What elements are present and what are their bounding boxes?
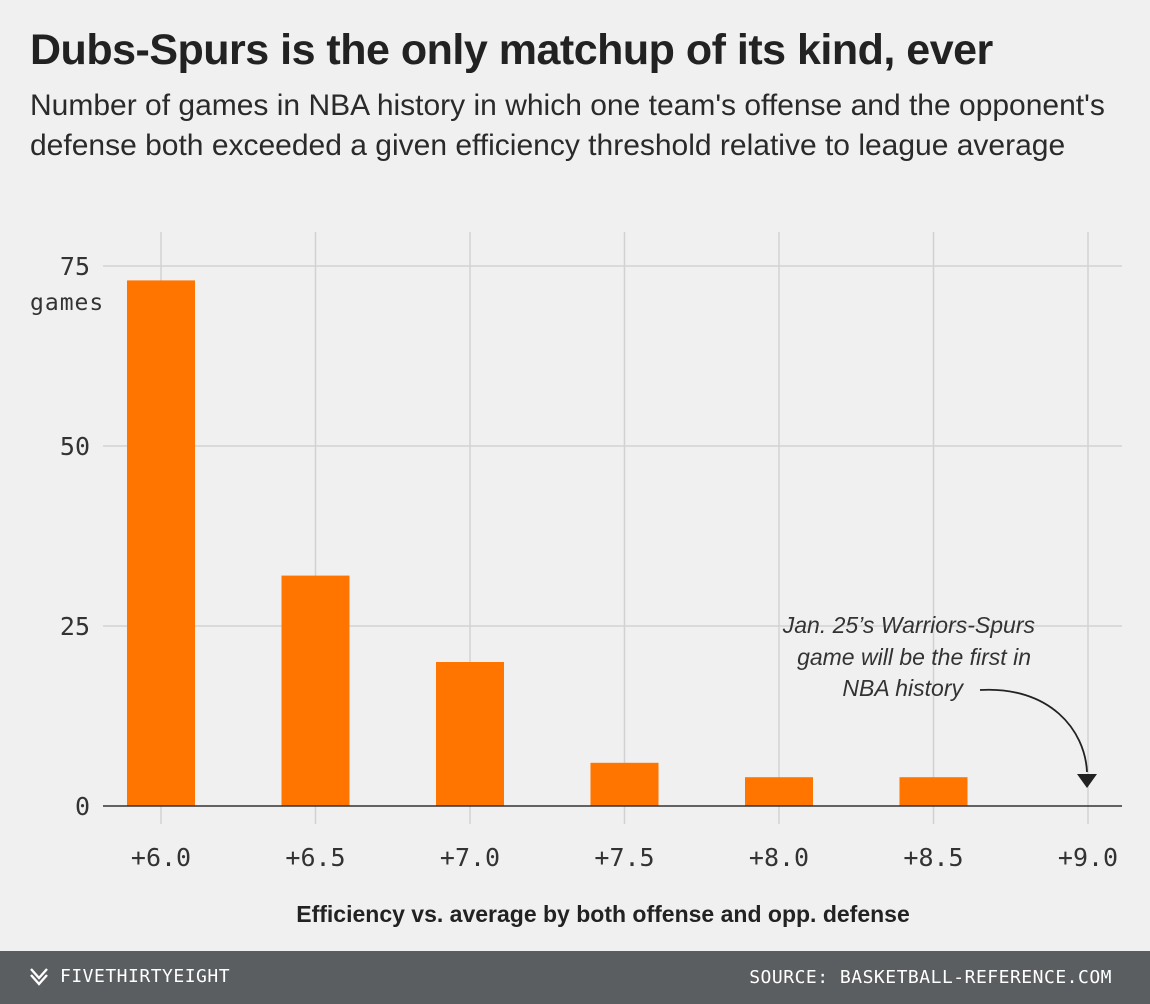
y-axis-unit-label: games [30,290,104,316]
bar-plus-7-5 [591,763,659,806]
x-tick-label: +9.0 [1058,843,1118,872]
bar-plus-6-5 [282,576,350,806]
bars [127,280,968,806]
annotation-line-3: NBA history [842,675,964,701]
y-tick-label: 25 [60,612,90,641]
x-tick-labels: +6.0 +6.5 +7.0 +7.5 +8.0 +8.5 +9.0 [131,843,1118,872]
y-tick-label: 0 [75,792,90,821]
annotation-arrow-curve [980,690,1087,772]
bar-plus-8-5 [900,777,968,806]
brand-name: FIVETHIRTYEIGHT [60,966,230,987]
x-tick-label: +8.0 [749,843,809,872]
x-tick-label: +8.5 [903,843,963,872]
bar-plus-8-0 [745,777,813,806]
bar-chart: 0 25 50 75 games +6.0 +6.5 +7.0 +7.5 +8.0 +8.5 +9… [0,0,1150,951]
x-tick-label: +6.5 [285,843,345,872]
x-axis-label: Efficiency vs. average by both offense a… [296,901,910,927]
y-tick-label: 75 [60,252,90,281]
x-tick-label: +7.5 [594,843,654,872]
y-tick-labels: 0 25 50 75 [60,252,90,821]
annotation: Jan. 25’s Warriors-Spurs game will be th… [782,612,1097,788]
footer-brand[interactable]: FIVETHIRTYEIGHT [28,965,230,987]
annotation-arrowhead-icon [1077,774,1097,788]
footer-bar: FIVETHIRTYEIGHT SOURCE: BASKETBALL-REFER… [0,951,1150,1004]
annotation-line-2: game will be the first in [797,644,1031,670]
x-tick-label: +7.0 [440,843,500,872]
fivethirtyeight-logo-icon [28,965,50,987]
x-tick-label: +6.0 [131,843,191,872]
annotation-line-1: Jan. 25’s Warriors-Spurs [782,612,1036,638]
source-credit: SOURCE: BASKETBALL-REFERENCE.COM [749,967,1112,988]
y-tick-label: 50 [60,432,90,461]
gridlines [103,232,1122,824]
bar-plus-6-0 [127,280,195,806]
bar-plus-7-0 [436,662,504,806]
